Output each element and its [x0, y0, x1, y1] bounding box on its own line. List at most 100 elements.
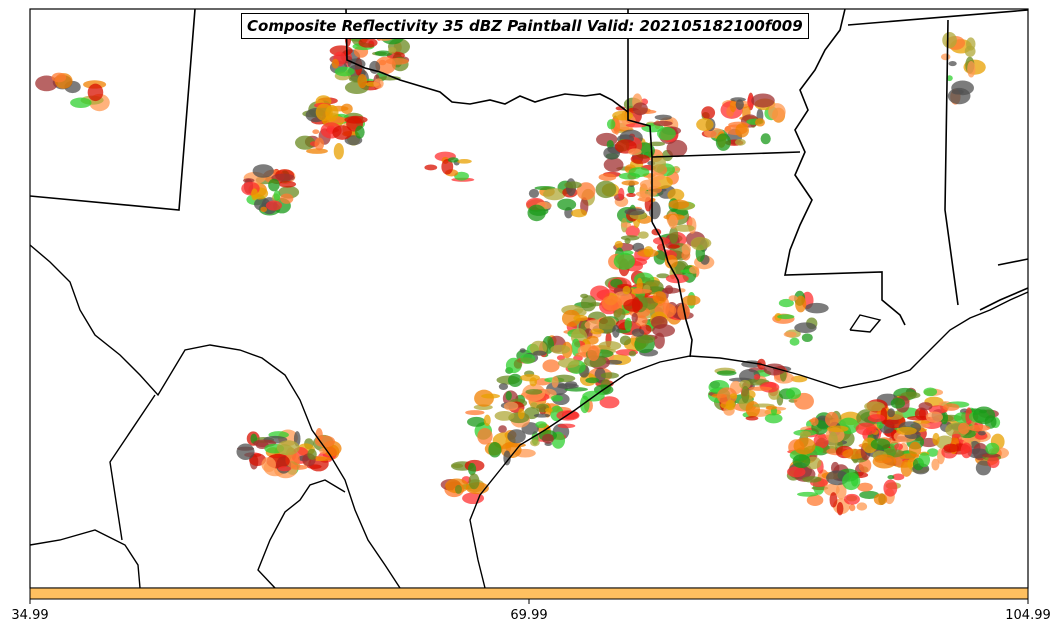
- reflectivity-blob: [887, 408, 895, 418]
- reflectivity-blob: [745, 401, 760, 418]
- reflectivity-blob: [624, 317, 632, 332]
- reflectivity-blob: [535, 421, 547, 429]
- reflectivity-blob: [87, 83, 104, 102]
- reflectivity-blob: [890, 397, 906, 409]
- reflectivity-blob: [341, 103, 353, 115]
- reflectivity-blob: [513, 359, 523, 369]
- reflectivity-blob: [620, 235, 640, 241]
- reflectivity-blob: [312, 456, 332, 462]
- reflectivity-blob: [507, 373, 523, 387]
- reflectivity-blob: [745, 416, 759, 421]
- reflectivity-blob: [273, 190, 281, 201]
- reflectivity-blob: [603, 157, 624, 173]
- reflectivity-blob: [314, 137, 325, 151]
- reflectivity-blob: [520, 353, 536, 364]
- colorbar-tick-label-max: 104.99: [1005, 608, 1051, 623]
- reflectivity-blob: [600, 372, 619, 379]
- reflectivity-blob: [612, 324, 620, 338]
- reflectivity-blob: [378, 75, 401, 81]
- reflectivity-blob: [306, 148, 328, 154]
- reflectivity-blob: [557, 423, 576, 429]
- reflectivity-blob: [498, 383, 509, 390]
- reflectivity-blob: [864, 401, 885, 412]
- reflectivity-blob: [325, 104, 339, 122]
- reflectivity-blob: [635, 334, 656, 344]
- reflectivity-blob: [51, 72, 67, 83]
- reflectivity-blob: [785, 387, 802, 400]
- reflectivity-blob: [887, 475, 895, 480]
- reflectivity-blob: [580, 295, 597, 312]
- mississippi-river: [784, 8, 906, 326]
- reflectivity-blob: [606, 119, 616, 130]
- reflectivity-blob: [789, 337, 800, 346]
- reflectivity-blob: [648, 141, 666, 147]
- reflectivity-blob: [271, 173, 295, 182]
- reflectivity-blob: [734, 138, 746, 146]
- border-ok-tx-red-river: [345, 8, 629, 113]
- reflectivity-blob: [960, 442, 973, 459]
- reflectivity-blob: [530, 402, 538, 409]
- reflectivity-blob: [668, 214, 678, 229]
- reflectivity-blob: [669, 226, 679, 244]
- reflectivity-blob: [689, 266, 700, 274]
- reflectivity-paintball-layer: [35, 25, 1010, 516]
- reflectivity-blob: [931, 458, 940, 471]
- reflectivity-blob: [632, 287, 643, 295]
- reflectivity-blob: [331, 58, 340, 69]
- reflectivity-blob: [621, 180, 639, 186]
- reflectivity-blob: [942, 403, 960, 411]
- reflectivity-blob: [312, 129, 320, 135]
- reflectivity-blob: [354, 125, 365, 139]
- reflectivity-blob: [643, 246, 654, 257]
- reflectivity-blob: [943, 443, 960, 453]
- reflectivity-blob: [557, 358, 580, 368]
- reflectivity-blob: [561, 309, 581, 327]
- reflectivity-blob: [507, 429, 526, 444]
- reflectivity-blob: [614, 240, 623, 249]
- reflectivity-blob: [729, 393, 738, 399]
- reflectivity-blob: [603, 146, 621, 160]
- reflectivity-blob: [842, 448, 866, 460]
- reflectivity-blob: [467, 462, 477, 476]
- reflectivity-blob: [528, 188, 540, 198]
- reflectivity-blob: [332, 125, 352, 140]
- reflectivity-blob: [652, 291, 667, 304]
- reflectivity-blob: [948, 61, 957, 67]
- reflectivity-blob: [598, 341, 622, 351]
- reflectivity-blob: [541, 433, 554, 444]
- reflectivity-blob: [896, 426, 917, 435]
- reflectivity-blob: [242, 178, 255, 183]
- reflectivity-blob: [810, 417, 819, 426]
- reflectivity-blob: [768, 103, 786, 121]
- reflectivity-blob: [826, 425, 849, 433]
- reflectivity-blob: [674, 224, 695, 232]
- reflectivity-blob: [799, 430, 812, 438]
- reflectivity-blob: [623, 298, 643, 312]
- reflectivity-blob: [829, 492, 838, 508]
- reflectivity-blob: [358, 37, 378, 48]
- reflectivity-blob: [967, 60, 976, 78]
- reflectivity-blob: [251, 188, 258, 201]
- reflectivity-blob: [585, 377, 600, 384]
- reflectivity-blob: [529, 377, 537, 387]
- reflectivity-blob: [764, 413, 783, 424]
- reflectivity-blob: [625, 225, 640, 238]
- reflectivity-blob: [786, 466, 806, 478]
- reflectivity-blob: [967, 424, 991, 432]
- reflectivity-blob: [556, 383, 579, 389]
- reflectivity-blob: [280, 193, 294, 204]
- border-tx-la-sabine: [651, 221, 693, 358]
- reflectivity-blob: [628, 167, 650, 178]
- reflectivity-blob: [498, 425, 507, 433]
- reflectivity-blob: [801, 333, 813, 343]
- reflectivity-blob: [748, 386, 773, 391]
- border-ar-la: [651, 151, 801, 158]
- reflectivity-blob: [424, 164, 438, 171]
- reflectivity-blob: [632, 102, 648, 116]
- reflectivity-blob: [595, 180, 617, 199]
- reflectivity-blob: [601, 295, 623, 311]
- reflectivity-blob: [741, 385, 750, 404]
- reflectivity-blob: [978, 430, 986, 436]
- reflectivity-blob: [793, 437, 816, 455]
- reflectivity-blob: [628, 350, 637, 357]
